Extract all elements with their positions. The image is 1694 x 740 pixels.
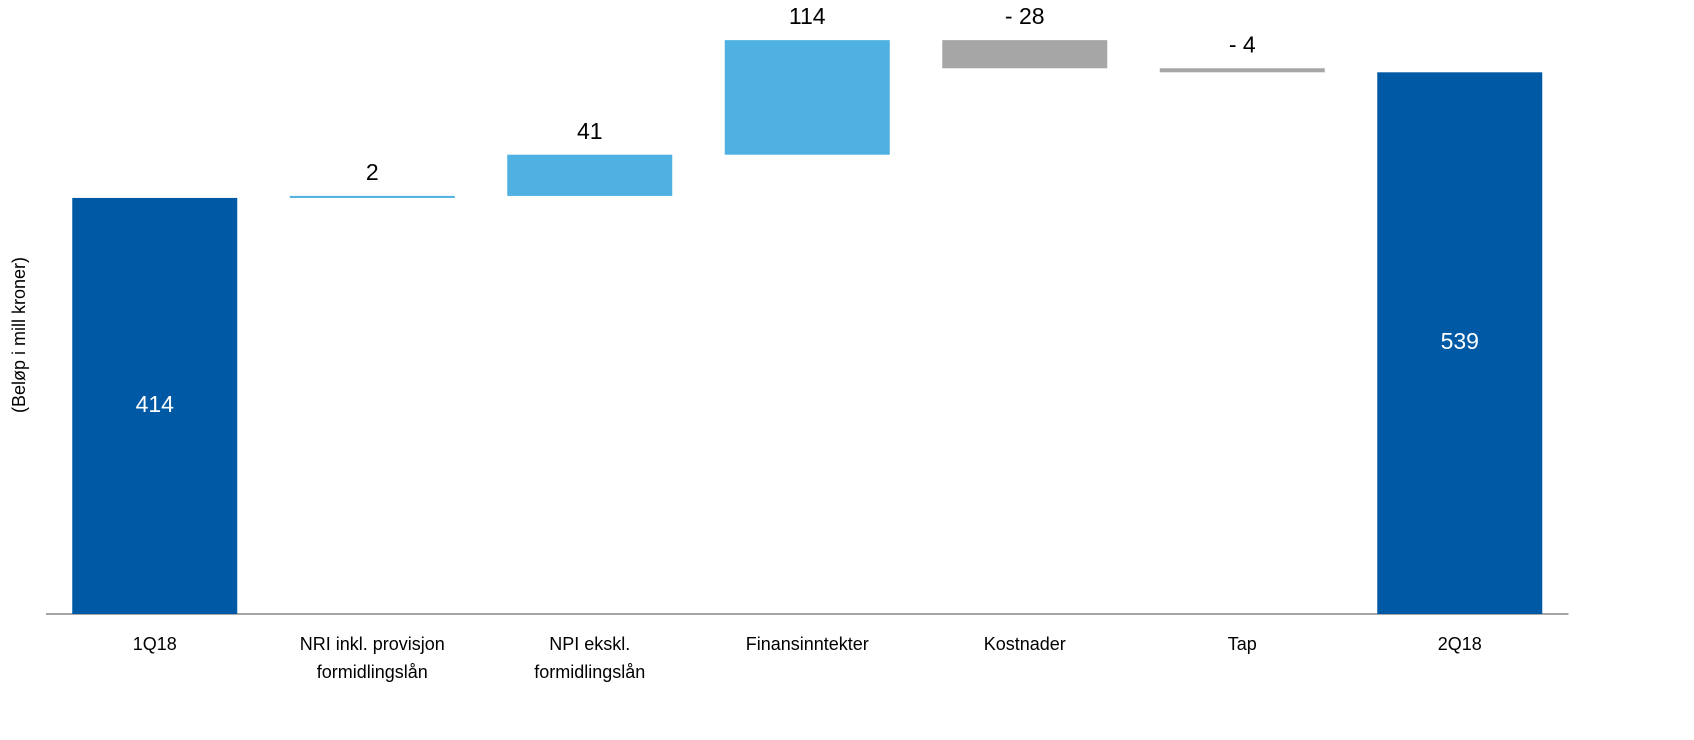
bar — [1377, 72, 1543, 615]
bar — [724, 40, 890, 155]
value-label: 41 — [577, 118, 603, 144]
value-label: 2 — [366, 159, 379, 185]
value-label: - 4 — [1229, 31, 1256, 57]
x-tick-label: 2Q18 — [1438, 634, 1482, 654]
x-tick-label: NPI ekskl. formidlingslån — [534, 634, 645, 682]
value-label: 114 — [789, 3, 826, 29]
bar — [942, 40, 1108, 69]
bar — [289, 195, 455, 198]
x-tick-label: Kostnader — [984, 634, 1066, 654]
x-tick-label: Finansinntekter — [746, 634, 869, 654]
bar — [1159, 68, 1325, 73]
x-tick-label: 1Q18 — [133, 634, 177, 654]
y-axis-label: (Beløp i mill kroner) — [9, 257, 29, 413]
bar — [72, 197, 238, 614]
value-label: - 28 — [1005, 3, 1045, 29]
value-label: 539 — [1441, 328, 1479, 354]
x-tick-label: Tap — [1228, 634, 1257, 654]
x-tick-label: NRI inkl. provisjon formidlingslån — [300, 634, 445, 682]
bar — [507, 154, 673, 196]
value-label: 414 — [136, 391, 175, 417]
